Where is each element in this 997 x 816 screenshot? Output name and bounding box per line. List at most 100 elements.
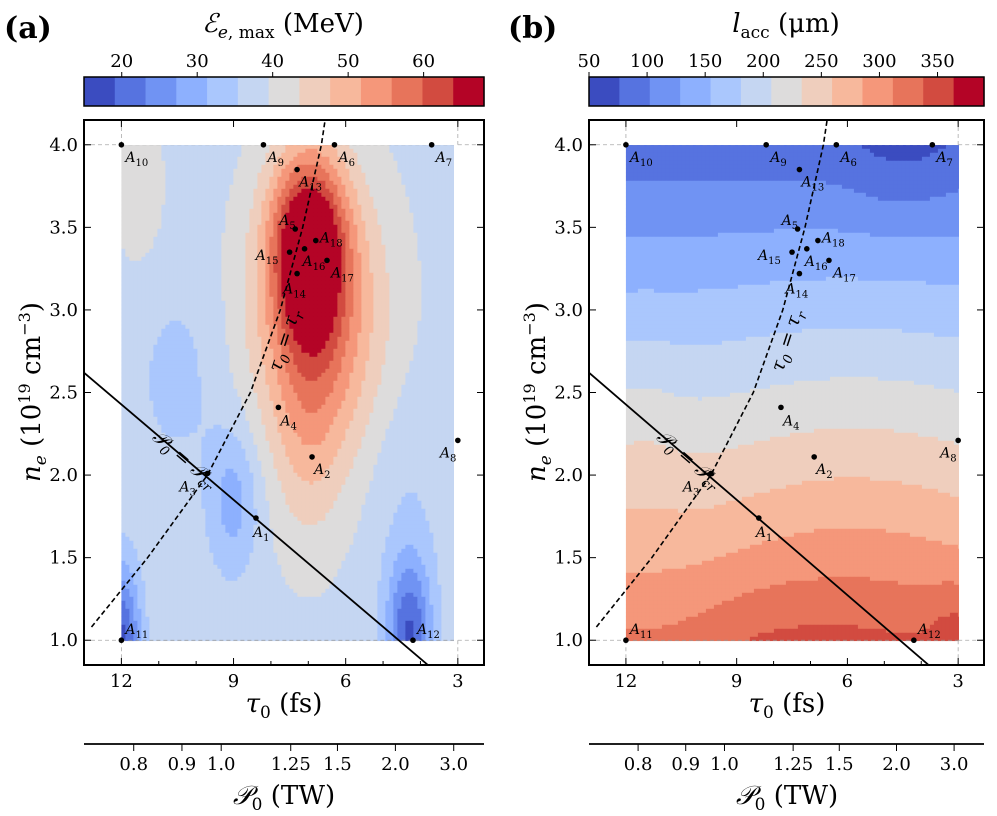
field-cell <box>441 188 446 194</box>
field-cell <box>333 192 338 198</box>
field-cell <box>285 356 290 362</box>
field-cell <box>373 248 378 254</box>
field-cell <box>345 192 350 198</box>
field-cell <box>381 176 386 182</box>
field-cell <box>129 360 134 366</box>
field-cell <box>381 148 386 154</box>
field-cell <box>349 152 354 158</box>
field-cell <box>353 204 358 210</box>
field-cell <box>137 332 142 338</box>
field-cell <box>257 292 262 298</box>
field-cell <box>209 160 214 166</box>
field-cell <box>125 172 130 178</box>
field-cell <box>361 332 366 338</box>
field-cell <box>149 252 154 258</box>
field-cell <box>313 145 318 150</box>
field-cell <box>269 284 274 290</box>
field-cell <box>121 376 126 382</box>
field-cell <box>253 256 258 262</box>
field-cell <box>317 324 322 330</box>
field-cell <box>257 168 262 174</box>
field-cell <box>205 248 210 254</box>
field-cell <box>189 196 194 202</box>
field-cell <box>237 236 242 242</box>
field-cell <box>349 232 354 238</box>
field-cell <box>177 300 182 306</box>
field-cell <box>429 300 434 306</box>
field-cell <box>269 145 274 150</box>
field-cell <box>213 304 218 310</box>
field-cell <box>341 164 346 170</box>
field-cell <box>385 344 390 350</box>
field-cell <box>209 356 214 362</box>
field-cell <box>301 312 306 318</box>
field-cell <box>193 308 198 314</box>
field-cell <box>189 324 194 330</box>
field-cell <box>405 308 410 314</box>
field-cell <box>413 372 418 378</box>
field-cell <box>393 160 398 166</box>
field-cell <box>389 308 394 314</box>
field-cell <box>373 344 378 350</box>
field-cell <box>301 228 306 234</box>
field-cell <box>369 252 374 258</box>
field-cell <box>389 216 394 222</box>
field-cell <box>305 300 310 306</box>
colorbar-swatch <box>114 77 147 106</box>
field-cell <box>129 304 134 310</box>
field-cell <box>357 304 362 310</box>
field-cell <box>301 368 306 374</box>
field-cell <box>325 188 330 194</box>
field-cell <box>437 320 442 326</box>
field-cell <box>253 312 258 318</box>
field-cell <box>257 364 262 370</box>
field-cell <box>365 268 370 274</box>
field-cell <box>341 364 346 370</box>
field-cell <box>145 348 150 354</box>
field-cell <box>185 324 190 330</box>
field-cell <box>437 232 442 238</box>
field-cell <box>393 252 398 258</box>
field-cell <box>273 292 278 298</box>
field-cell <box>153 364 158 370</box>
field-cell <box>425 156 430 162</box>
field-cell <box>453 260 454 266</box>
field-cell <box>457 297 461 301</box>
field-cell <box>141 364 146 370</box>
field-cell <box>449 188 454 194</box>
field-cell <box>329 268 334 274</box>
field-cell <box>337 236 342 242</box>
field-cell <box>381 168 386 174</box>
field-cell <box>277 252 282 258</box>
field-cell <box>405 356 410 362</box>
field-cell <box>281 368 286 374</box>
field-cell <box>281 164 286 170</box>
field-cell <box>325 364 330 370</box>
field-cell <box>173 184 178 190</box>
field-cell <box>253 220 258 226</box>
field-cell <box>457 201 461 205</box>
field-cell <box>141 376 146 382</box>
field-cell <box>265 192 270 198</box>
field-cell <box>237 252 242 258</box>
field-cell <box>209 220 214 226</box>
field-cell <box>273 220 278 226</box>
field-cell <box>385 364 390 370</box>
field-cell <box>277 336 282 342</box>
field-cell <box>149 152 154 158</box>
field-cell <box>137 268 142 274</box>
field-cell <box>397 216 402 222</box>
field-cell <box>233 196 238 202</box>
field-cell <box>277 212 282 218</box>
field-cell <box>141 292 146 298</box>
field-cell <box>257 288 262 294</box>
field-cell <box>385 256 390 262</box>
field-cell <box>397 184 402 190</box>
field-cell <box>129 160 134 166</box>
field-cell <box>445 168 450 174</box>
field-cell <box>441 224 446 230</box>
field-cell <box>285 224 290 230</box>
field-cell <box>225 252 230 258</box>
field-cell <box>177 156 182 162</box>
field-cell <box>401 368 406 374</box>
